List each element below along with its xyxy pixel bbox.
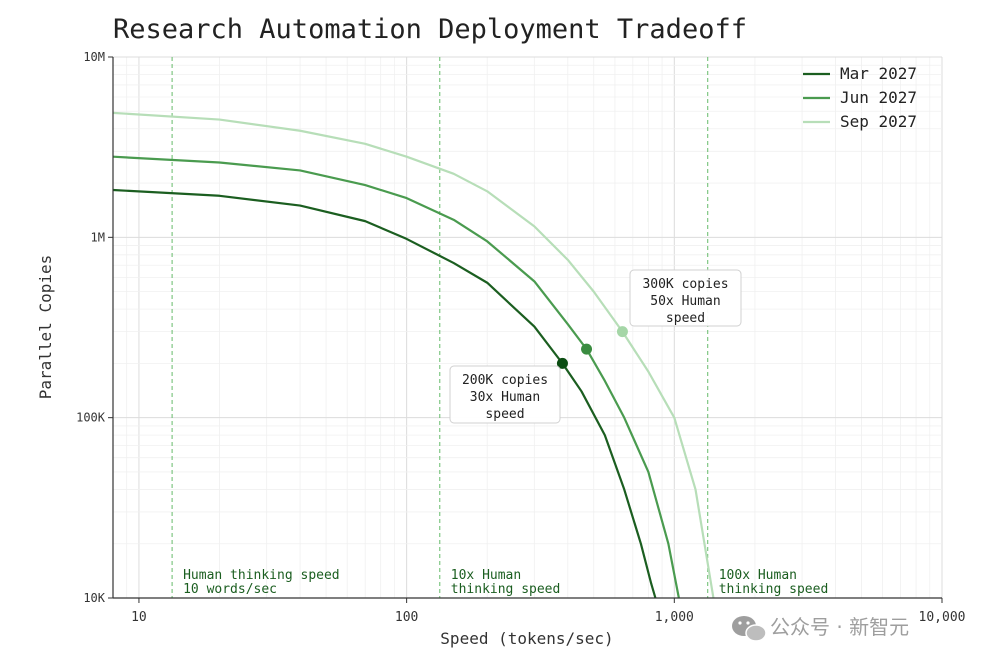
reference-line-label: Human thinking speed	[183, 568, 340, 583]
series-marker	[556, 357, 568, 369]
series-line	[112, 155, 680, 599]
y-tick-label: 1M	[91, 230, 105, 244]
x-axis-label: Speed (tokens/sec)	[440, 629, 613, 648]
legend-label: Sep 2027	[840, 112, 917, 131]
reference-line-label: 10x Human	[451, 568, 521, 583]
annotation-box: 300K copies 50x Human speed	[629, 269, 742, 327]
x-tick-label: 10	[131, 610, 147, 625]
series-markers	[556, 326, 628, 369]
reference-line-label: 10 words/sec	[183, 582, 277, 597]
annotation-text: 200K copies	[462, 373, 548, 388]
y-tick-label: 10M	[83, 50, 105, 64]
y-tick-label: 10K	[83, 591, 105, 605]
grid	[112, 56, 943, 599]
annotation-text: 30x Human	[470, 390, 540, 405]
annotations: 200K copies 30x Human speed 300K copies 50x …	[449, 269, 742, 424]
reference-line-label: thinking speed	[451, 582, 561, 597]
series-line	[112, 111, 715, 599]
watermark: 公众号 · 新智元	[732, 615, 909, 642]
series-marker	[581, 343, 593, 355]
x-tick-label: 10,000	[919, 610, 966, 625]
annotation-background	[629, 269, 742, 327]
annotation-text: speed	[666, 311, 705, 326]
annotation-text: 300K copies	[642, 277, 728, 292]
y-axis-label: Parallel Copies	[36, 255, 55, 400]
annotation-text: 50x Human	[650, 294, 720, 309]
axes: 10 100 1,000 10,000 10K 100K 1M 10M	[76, 50, 965, 625]
legend-label: Mar 2027	[840, 64, 917, 83]
legend: Mar 2027 Jun 2027 Sep 2027	[803, 64, 917, 131]
series-marker	[616, 326, 628, 338]
annotation-background	[449, 365, 561, 424]
wechat-icon	[732, 616, 767, 642]
x-tick-label: 1,000	[655, 610, 694, 625]
x-tick-label: 100	[395, 610, 418, 625]
series-line	[112, 188, 657, 599]
reference-line-label: thinking speed	[719, 582, 829, 597]
annotation-text: speed	[485, 407, 524, 422]
watermark-text: 公众号 · 新智元	[770, 615, 909, 639]
annotation-box: 200K copies 30x Human speed	[449, 365, 561, 424]
reference-line-label: 100x Human	[719, 568, 797, 583]
y-tick-label: 100K	[76, 411, 106, 425]
chart-title: Research Automation Deployment Tradeoff	[113, 14, 747, 45]
series-lines	[112, 111, 715, 599]
legend-label: Jun 2027	[840, 88, 917, 107]
